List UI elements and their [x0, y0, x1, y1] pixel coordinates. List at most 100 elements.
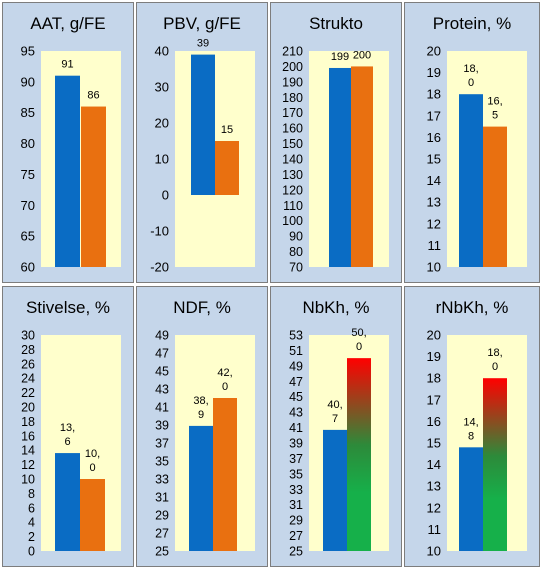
- y-tick-label: 47: [155, 347, 169, 361]
- y-tick-label: 18: [427, 371, 441, 386]
- y-tick-label: 90: [289, 230, 303, 244]
- bar-series-1: [459, 94, 483, 267]
- y-tick-label: 70: [289, 261, 303, 275]
- chart-panel-strukto: Strukto 70 80 90 100 110 120 130 140 150 160 170 18…: [270, 2, 402, 283]
- y-tick-label: -20: [150, 260, 169, 275]
- y-tick-label: 14: [427, 457, 441, 472]
- bar-series-1: [189, 425, 213, 551]
- y-tick-label: 27: [155, 527, 169, 541]
- data-label: 200: [353, 49, 371, 61]
- y-tick-label: 43: [155, 383, 169, 397]
- bar-series-1: [459, 447, 483, 551]
- data-label: 39: [197, 38, 209, 50]
- y-tick-label: 170: [282, 106, 303, 120]
- chart-panel-protein: Protein, % 10 11 12 13 14 15 16 17 18 19 20 18, 0 16,…: [404, 2, 540, 283]
- y-tick-label: 15: [427, 152, 441, 167]
- data-label: 42, 0: [217, 367, 232, 393]
- y-tick-label: 95: [21, 44, 35, 59]
- y-tick-label: 17: [427, 392, 441, 407]
- bar-series-1: [55, 453, 80, 551]
- y-tick-label: 31: [155, 491, 169, 505]
- bar-series-2: [347, 358, 371, 551]
- y-tick-label: 6: [28, 501, 35, 515]
- chart-panel-nbkh: NbKh, % 25 27 29 31 33 35 37 39 41 43 45 47 49 51 53 40…: [270, 286, 402, 567]
- y-tick-label: 11: [428, 522, 442, 537]
- data-label: 13, 6: [60, 422, 75, 448]
- chart-svg: 7080901001101201301401501601701801902002…: [282, 45, 389, 275]
- y-tick-label: 41: [155, 401, 169, 415]
- y-tick-label: 14: [21, 444, 35, 458]
- bar-series-2: [483, 378, 507, 551]
- bar-series-1: [329, 67, 351, 267]
- y-tick-label: 51: [289, 344, 303, 358]
- y-tick-label: 10: [155, 152, 169, 167]
- y-tick-label: 13: [427, 479, 441, 494]
- y-tick-label: 29: [289, 514, 303, 528]
- y-tick-label: 12: [21, 458, 35, 472]
- y-tick-label: 18: [21, 415, 35, 429]
- chart-panel-rnbkh: rNbKh, % 10 11 12 13 14 15 16 17 18 19 20 14, 8 18, 0: [404, 286, 540, 567]
- y-tick-label: 45: [289, 390, 303, 404]
- y-tick-label: 37: [289, 452, 303, 466]
- chart-svg: 25 27 29 31 33 35 37 39 41 43 45 47 49 38, 9 42, 0: [155, 329, 255, 559]
- chart-panel-ndf: NDF, % 25 27 29 31 33 35 37 39 41 43 45 47 49 38, 9 42,…: [136, 286, 268, 567]
- chart-title: NDF, %: [173, 298, 231, 317]
- y-tick-label: 8: [28, 487, 35, 501]
- y-tick-label: 25: [289, 545, 303, 559]
- y-tick-label: 14: [427, 173, 441, 188]
- chart-svg: -20 -10 0 10 20 30 40 39 15: [150, 38, 255, 275]
- data-label: 18, 0: [463, 63, 478, 89]
- y-tick-label: 70: [21, 198, 35, 213]
- y-tick-label: 60: [21, 260, 35, 275]
- y-tick-label: 20: [21, 401, 35, 415]
- y-tick-label: 29: [155, 509, 169, 523]
- data-label: 91: [61, 59, 73, 71]
- y-tick-label: 20: [155, 116, 169, 131]
- y-tick-label: 0: [28, 545, 35, 559]
- chart-title: Stivelse, %: [25, 298, 111, 317]
- y-tick-label: 20: [427, 44, 441, 59]
- y-tick-label: 45: [155, 365, 169, 379]
- y-tick-label: 33: [289, 483, 303, 497]
- bar-series-2: [351, 66, 373, 267]
- data-label: 86: [87, 90, 99, 102]
- y-tick-label: 16: [427, 414, 441, 429]
- y-tick-label: 180: [282, 91, 303, 105]
- y-tick-label: 39: [155, 419, 169, 433]
- y-tick-label: 11: [428, 238, 442, 253]
- chart-panel-aat: AAT, g/FE 60 65 70 75 80 85 90 95 91 86: [2, 2, 134, 283]
- y-tick-label: 31: [289, 498, 303, 512]
- y-tick-label: 75: [21, 167, 35, 182]
- y-tick-label: 37: [155, 437, 169, 451]
- bar-series-2: [80, 479, 105, 551]
- bar-series-1: [191, 54, 215, 195]
- y-tick-label: 16: [21, 429, 35, 443]
- y-tick-label: 110: [283, 199, 303, 213]
- y-tick-label: 2: [28, 530, 35, 544]
- y-tick-label: 22: [21, 386, 35, 400]
- y-tick-label: 80: [21, 136, 35, 151]
- chart-panel-stivelse: Stivelse, % 0 2 4 6 8 10 12 14 16 18 20 22 24 26 28 30 1…: [2, 286, 134, 567]
- y-tick-label: 130: [282, 168, 303, 182]
- y-tick-label: 0: [162, 188, 169, 203]
- y-tick-label: 160: [282, 122, 303, 136]
- y-tick-label: 18: [427, 87, 441, 102]
- y-tick-label: 10: [21, 473, 35, 487]
- data-label: 40, 7: [327, 399, 342, 425]
- y-tick-label: 47: [289, 375, 303, 389]
- y-tick-label: 100: [282, 214, 303, 228]
- y-tick-label: 28: [21, 343, 35, 357]
- y-tick-label: 120: [282, 183, 303, 197]
- data-label: 18, 0: [487, 347, 502, 373]
- y-tick-label: 13: [427, 195, 441, 210]
- y-tick-label: 15: [427, 436, 441, 451]
- y-tick-label: 33: [155, 473, 169, 487]
- y-tick-label: 16: [427, 130, 441, 145]
- bar-series-2: [215, 141, 239, 195]
- y-tick-label: 30: [21, 329, 35, 343]
- y-tick-label: 19: [427, 349, 441, 364]
- y-tick-label: 49: [289, 359, 303, 373]
- data-label: 14, 8: [463, 416, 478, 442]
